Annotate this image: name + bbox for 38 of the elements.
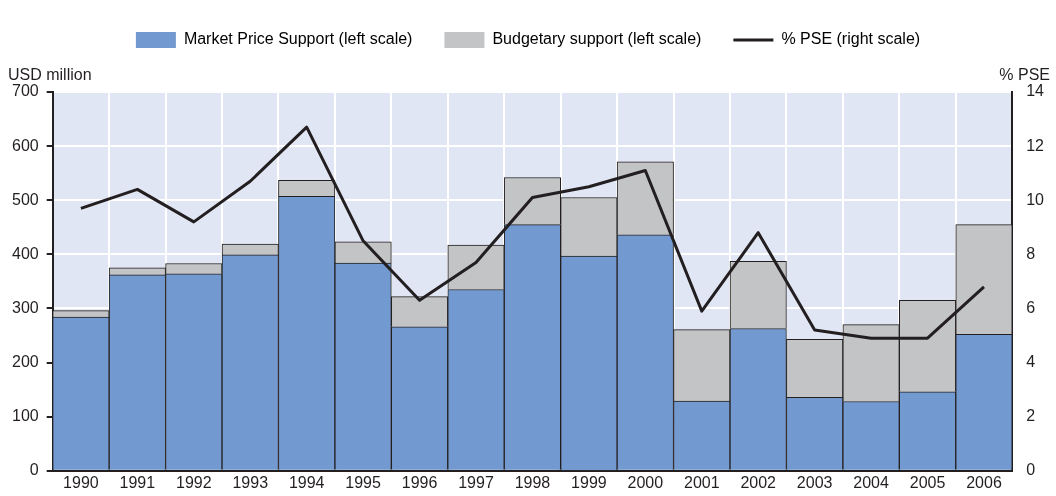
x-tick-label: 2004	[853, 473, 889, 491]
y2-tick-label: 14	[1026, 82, 1045, 100]
x-tick-label: 1990	[63, 473, 99, 491]
y-tick-label: 0	[29, 461, 39, 479]
x-tick-label: 2003	[796, 473, 833, 491]
x-tick-label: 1999	[571, 473, 607, 491]
y2-tick-label: 8	[1026, 244, 1036, 262]
x-tick-label: 1991	[119, 473, 156, 491]
y2-axis-title: % PSE	[999, 66, 1050, 84]
x-tick-label: 1994	[288, 473, 325, 491]
y-tick-label: 700	[11, 82, 39, 100]
y-tick-label: 300	[11, 298, 39, 316]
y-tick-label: 100	[11, 407, 39, 425]
y-tick-label: 200	[11, 352, 39, 370]
x-tick-label: 1995	[345, 473, 382, 491]
x-tick-label: 2002	[740, 473, 777, 491]
x-tick-label: 1996	[401, 473, 438, 491]
y2-tick-label: 4	[1026, 352, 1036, 370]
x-tick-label: 2006	[966, 473, 1002, 491]
x-tick-label: 1993	[232, 473, 269, 491]
x-tick-label: 2001	[683, 473, 720, 491]
y-axis-title: USD million	[8, 66, 92, 84]
legend-label: Market Price Support (left scale)	[183, 30, 413, 48]
x-tick-label: 2000	[627, 473, 664, 491]
x-tick-label: 2005	[909, 473, 946, 491]
y2-tick-label: 0	[1026, 461, 1036, 479]
y2-tick-label: 12	[1026, 136, 1045, 154]
legend-label: Budgetary support (left scale)	[492, 30, 702, 48]
x-tick-label: 1998	[514, 473, 551, 491]
y2-tick-label: 6	[1026, 298, 1036, 316]
y-tick-label: 400	[11, 244, 39, 262]
y-tick-label: 500	[11, 190, 39, 208]
y2-tick-label: 10	[1026, 190, 1045, 208]
legend-label: % PSE (right scale)	[781, 30, 921, 48]
x-tick-label: 1997	[458, 473, 494, 491]
y-tick-label: 600	[11, 136, 39, 154]
x-tick-label: 1992	[176, 473, 212, 491]
y2-tick-label: 2	[1026, 407, 1036, 425]
